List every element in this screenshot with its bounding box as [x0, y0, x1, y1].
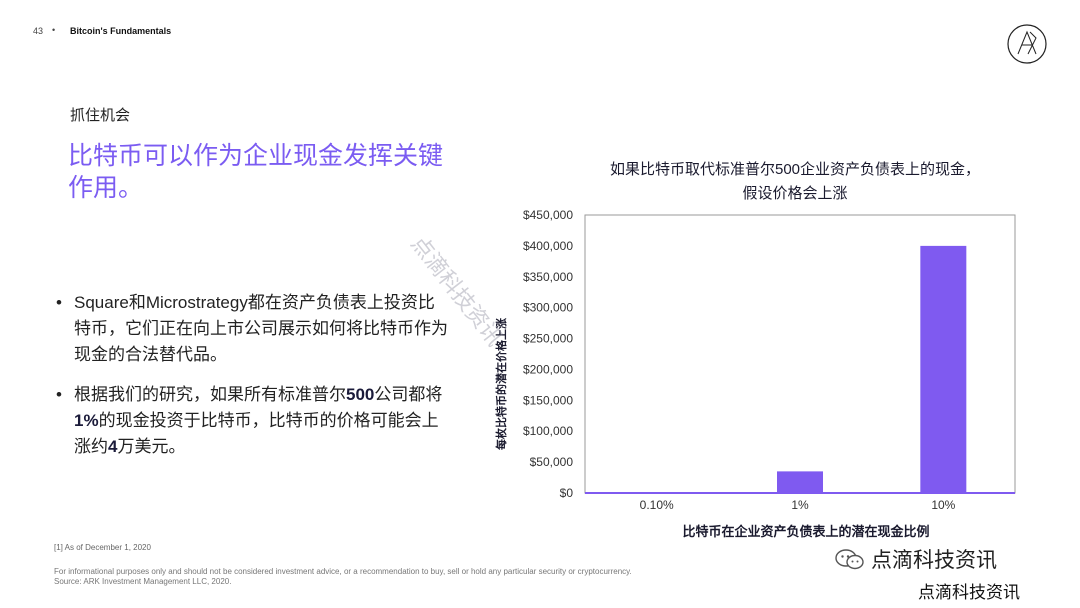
- section-label: 抓住机会: [70, 107, 131, 124]
- y-tick-label: $350,000: [523, 270, 573, 284]
- bar-chart: $0 $50,000 $100,000 $150,000 $200,000 $250,00…: [494, 208, 1016, 539]
- bullet-highlight: 1%: [74, 411, 99, 430]
- slide-headline: 比特币可以作为企业现金发挥关键作用。: [68, 142, 444, 202]
- page-number: 43: [33, 26, 44, 36]
- bar: [920, 245, 967, 493]
- x-tick-label: 1%: [791, 498, 809, 512]
- y-tick-label: $150,000: [523, 393, 573, 407]
- x-tick-label: 10%: [931, 498, 955, 512]
- bullet-list: • Square和Microstrategy都在资产负债表上投资比特币，它们正在…: [54, 290, 449, 474]
- y-tick-label: $250,000: [523, 332, 573, 346]
- bullet-text: 万美元。: [117, 437, 186, 456]
- y-tick-label: $450,000: [523, 208, 573, 222]
- y-tick-label: $0: [560, 486, 574, 500]
- y-tick-label: $300,000: [523, 301, 573, 315]
- bar: [777, 471, 823, 493]
- brand-name-secondary: 点滴科技资讯: [918, 583, 1020, 602]
- ark-logo-icon: [1007, 24, 1047, 64]
- chart-title-line: 假设价格会上涨: [742, 185, 848, 202]
- brand-badge: 点滴科技资讯: [835, 544, 997, 574]
- bullet-item: • 根据我们的研究，如果所有标准普尔500公司都将 1%的现金投资于比特币，比特币…: [54, 382, 449, 460]
- bullet-item: • Square和Microstrategy都在资产负债表上投资比特币，它们正在…: [54, 290, 449, 368]
- header-separator: •: [52, 25, 56, 35]
- wechat-icon: [835, 549, 864, 570]
- bullet-highlight: 500: [346, 385, 375, 404]
- bullet-text: 公司都将: [374, 385, 443, 404]
- x-tick-label: 0.10%: [640, 498, 674, 512]
- bullet-mark: •: [56, 293, 62, 312]
- bullet-text: Square和Microstrategy都在资产负债表上投资比特币，它们正在向上…: [74, 293, 448, 364]
- brand-name: 点滴科技资讯: [871, 549, 997, 572]
- deck-title: Bitcoin's Fundamentals: [70, 26, 172, 36]
- chart-title-line: 如果比特币取代标准普尔500企业资产负债表上的现金，: [609, 161, 981, 178]
- bullet-text: 的现金投资于比特币，比特币的价格可能会上涨约: [74, 411, 439, 456]
- source-line: Source: ARK Investment Management LLC, 2…: [54, 577, 232, 586]
- footnote: [1] As of December 1, 2020: [54, 543, 151, 552]
- y-tick-label: $100,000: [523, 424, 573, 438]
- bullet-text: 根据我们的研究，如果所有标准普尔: [74, 385, 346, 404]
- y-tick-label: $50,000: [530, 455, 574, 469]
- y-axis-label: 每枚比特币的潜在价格上涨: [494, 318, 508, 450]
- bullet-mark: •: [56, 385, 62, 404]
- disclaimer-line: For informational purposes only and shou…: [54, 567, 632, 576]
- bullet-highlight: 4: [108, 437, 118, 456]
- chart-title: 如果比特币取代标准普尔500企业资产负债表上的现金， 假设价格会上涨: [570, 158, 1020, 206]
- x-axis-label: 比特币在企业资产负债表上的潜在现金比例: [682, 524, 929, 539]
- y-tick-label: $400,000: [523, 239, 573, 253]
- y-tick-label: $200,000: [523, 362, 573, 376]
- disclaimer: For informational purposes only and shou…: [54, 567, 774, 587]
